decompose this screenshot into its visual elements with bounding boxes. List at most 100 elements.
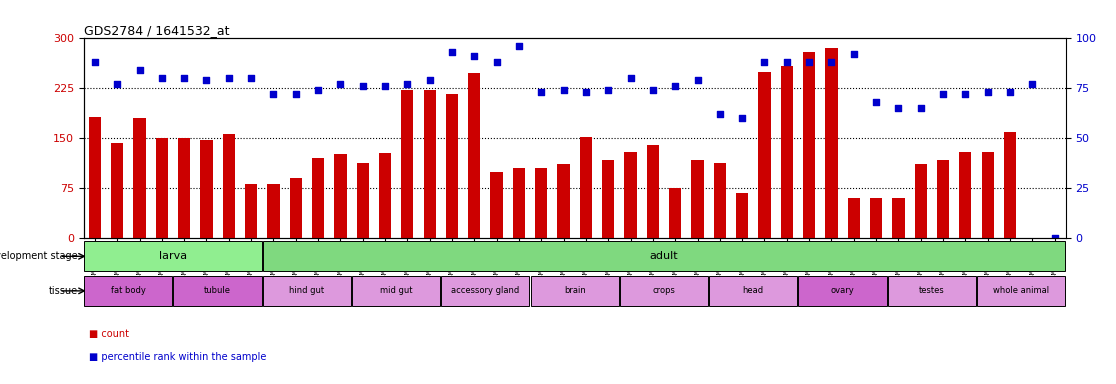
Bar <box>1003 132 1016 238</box>
Bar <box>668 188 681 238</box>
Text: accessory gland: accessory gland <box>451 286 520 295</box>
Point <box>532 89 550 95</box>
Bar <box>914 164 926 238</box>
Point <box>711 111 729 118</box>
Point <box>822 59 840 65</box>
Bar <box>981 152 993 238</box>
Bar <box>378 153 391 238</box>
Point <box>443 49 461 55</box>
Bar <box>530 276 618 306</box>
Bar <box>976 276 1065 306</box>
Text: fat body: fat body <box>110 286 146 295</box>
Bar <box>468 73 480 238</box>
Point <box>689 77 706 83</box>
Point <box>287 91 305 98</box>
Bar <box>222 134 234 238</box>
Bar <box>887 276 975 306</box>
Text: larva: larva <box>158 251 187 262</box>
Point <box>956 91 974 98</box>
Point <box>331 81 349 88</box>
Bar <box>267 184 279 238</box>
Bar <box>959 152 971 238</box>
Point <box>86 59 104 65</box>
Bar <box>758 72 770 238</box>
Text: hind gut: hind gut <box>289 286 325 295</box>
Bar <box>825 48 837 238</box>
Text: tubule: tubule <box>204 286 231 295</box>
Bar <box>624 152 636 238</box>
Bar <box>262 241 1065 271</box>
Bar <box>445 94 458 238</box>
Text: ■ count: ■ count <box>89 329 129 339</box>
Point <box>800 59 818 65</box>
Bar <box>892 198 904 238</box>
Text: adult: adult <box>650 251 679 262</box>
Point <box>175 75 193 81</box>
Text: testes: testes <box>918 286 945 295</box>
Bar <box>936 159 949 238</box>
Point <box>488 59 506 65</box>
Bar <box>619 276 708 306</box>
Bar <box>869 198 882 238</box>
Bar <box>401 90 413 238</box>
Point <box>510 43 528 50</box>
Bar <box>579 137 591 238</box>
Point <box>599 87 617 93</box>
Point <box>153 75 171 81</box>
Point <box>398 81 416 88</box>
Bar <box>134 118 145 238</box>
Text: ovary: ovary <box>830 286 855 295</box>
Point <box>622 75 639 81</box>
Bar <box>780 66 792 238</box>
Point <box>220 75 238 81</box>
Point <box>1023 81 1041 88</box>
Bar <box>798 276 886 306</box>
Text: development stage: development stage <box>0 251 78 262</box>
Text: ■ percentile rank within the sample: ■ percentile rank within the sample <box>89 352 267 362</box>
Point <box>198 77 215 83</box>
Point <box>756 59 773 65</box>
Bar <box>557 164 569 238</box>
Text: head: head <box>743 286 763 295</box>
Bar <box>441 276 529 306</box>
Text: mid gut: mid gut <box>379 286 413 295</box>
Text: brain: brain <box>564 286 586 295</box>
Bar <box>84 241 261 271</box>
Bar <box>691 159 703 238</box>
Bar <box>356 163 368 238</box>
Point <box>778 59 796 65</box>
Bar <box>535 168 547 238</box>
Point <box>264 91 282 98</box>
Bar <box>155 138 167 238</box>
Text: GDS2784 / 1641532_at: GDS2784 / 1641532_at <box>84 24 229 37</box>
Bar <box>735 193 748 238</box>
Bar <box>423 90 435 238</box>
Point <box>733 115 751 121</box>
Bar <box>847 198 859 238</box>
Point <box>354 83 372 89</box>
Point <box>934 91 952 98</box>
Point <box>465 53 483 60</box>
Bar <box>709 276 797 306</box>
Point <box>376 83 394 89</box>
Point <box>309 87 327 93</box>
Point <box>845 51 863 58</box>
Bar <box>646 145 658 238</box>
Point <box>644 87 662 93</box>
Point <box>1001 89 1019 95</box>
Bar <box>311 158 324 238</box>
Bar <box>289 178 301 238</box>
Bar <box>89 117 100 238</box>
Point <box>666 83 684 89</box>
Point <box>421 77 439 83</box>
Text: whole animal: whole animal <box>993 286 1049 295</box>
Point <box>979 89 997 95</box>
Point <box>108 81 126 88</box>
Text: crops: crops <box>653 286 675 295</box>
Point <box>577 89 595 95</box>
Bar <box>602 159 614 238</box>
Bar <box>84 276 172 306</box>
Bar <box>352 276 440 306</box>
Point <box>131 67 148 73</box>
Point <box>912 105 930 111</box>
